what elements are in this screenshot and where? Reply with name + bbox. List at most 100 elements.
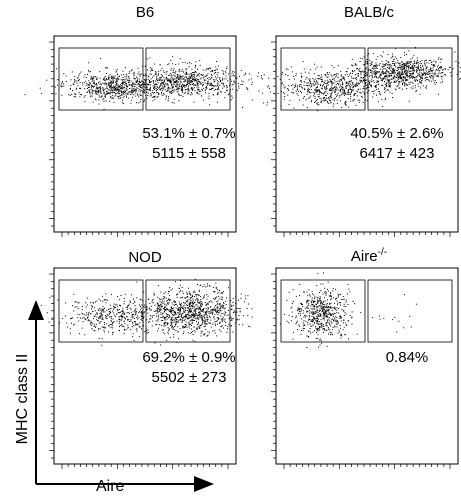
cell-dot [181, 84, 183, 86]
cell-dot [215, 305, 216, 306]
cell-dot [190, 323, 192, 325]
cell-dot [123, 298, 125, 299]
cell-dot [410, 70, 412, 72]
cell-dot [174, 312, 176, 314]
cell-dot [200, 305, 202, 307]
cell-dot [356, 82, 357, 84]
cell-dot [192, 312, 194, 314]
cell-dot [199, 327, 201, 329]
cell-dot [132, 96, 133, 98]
cell-dot [191, 314, 193, 316]
cell-dot [166, 79, 168, 81]
cell-dot [202, 310, 204, 312]
cell-dot [351, 311, 353, 313]
cell-dot [326, 306, 327, 308]
cell-dot [93, 307, 95, 309]
cell-dot [351, 89, 353, 91]
cell-dot [403, 63, 405, 65]
cell-dot [235, 75, 237, 77]
cell-dot [164, 305, 166, 307]
cell-dot [232, 70, 234, 72]
cell-dot [226, 66, 228, 68]
cell-dot [404, 82, 406, 84]
cell-dot [114, 95, 116, 97]
cell-dot [142, 316, 144, 318]
cell-dot [237, 299, 239, 301]
cell-dot [329, 96, 331, 98]
cell-dot [198, 312, 200, 314]
cell-dot [192, 315, 194, 316]
cell-dot [322, 283, 324, 285]
cell-dot [207, 318, 209, 320]
cell-dot [179, 291, 181, 293]
cell-dot [348, 93, 350, 95]
cell-dot [298, 324, 300, 326]
cell-dot [98, 94, 100, 96]
cell-dot [170, 321, 172, 323]
cell-dot [374, 68, 376, 69]
cell-dot [328, 328, 329, 330]
cell-dot [302, 329, 304, 331]
cell-dot [110, 316, 112, 318]
cell-dot [115, 70, 117, 72]
cell-dot [370, 84, 372, 86]
cell-dot [438, 57, 440, 59]
cell-dot [158, 317, 160, 319]
cell-dot [125, 329, 127, 331]
cell-dot [177, 84, 179, 85]
cell-dot [73, 84, 75, 85]
cell-dot [320, 300, 322, 302]
cell-dot [65, 80, 67, 82]
cell-dot [392, 71, 394, 73]
cell-dot [134, 89, 136, 91]
cell-dot [150, 82, 152, 84]
cell-dot [150, 81, 152, 82]
cell-dot [105, 317, 107, 319]
cell-dot [236, 307, 238, 309]
cell-dot [83, 96, 85, 98]
cell-dot [70, 84, 72, 86]
cell-dot [130, 329, 132, 331]
cell-dot [381, 98, 383, 100]
cell-dot [143, 100, 145, 102]
cell-dot [197, 317, 199, 319]
cell-dot [408, 100, 410, 102]
cell-dot [412, 73, 413, 75]
cell-dot [163, 308, 165, 310]
cell-dot [404, 76, 406, 78]
cell-dot [92, 77, 94, 79]
cell-dot [211, 70, 213, 72]
cell-dot [245, 298, 247, 300]
cell-dot [395, 62, 397, 64]
cell-dot [315, 83, 317, 85]
cell-dot [236, 311, 238, 313]
cell-dot [95, 87, 97, 89]
cell-dot [190, 301, 192, 303]
cell-dot [389, 91, 391, 93]
cell-dot [376, 84, 377, 86]
cell-dot [108, 331, 109, 333]
cell-dot [163, 72, 165, 73]
cell-dot [184, 307, 186, 309]
cell-dot [298, 90, 300, 92]
cell-dot [205, 88, 207, 90]
cell-dot [179, 84, 181, 86]
cell-dot [110, 90, 112, 92]
cell-dot [140, 81, 142, 83]
cell-dot [119, 90, 121, 92]
cell-dot [215, 310, 217, 312]
cell-dot [367, 86, 369, 88]
cell-dot [228, 287, 229, 289]
cell-dot [92, 101, 94, 103]
cell-dot [233, 310, 235, 312]
cell-dot [145, 89, 147, 91]
cell-dot [136, 87, 138, 89]
cell-dot [323, 272, 324, 274]
cell-dot [383, 317, 385, 319]
cell-dot [209, 316, 211, 318]
cell-dot [327, 303, 328, 305]
cell-dot [93, 90, 94, 92]
cell-dot [97, 320, 99, 322]
cell-dot [243, 315, 244, 317]
cell-dot [96, 78, 98, 80]
